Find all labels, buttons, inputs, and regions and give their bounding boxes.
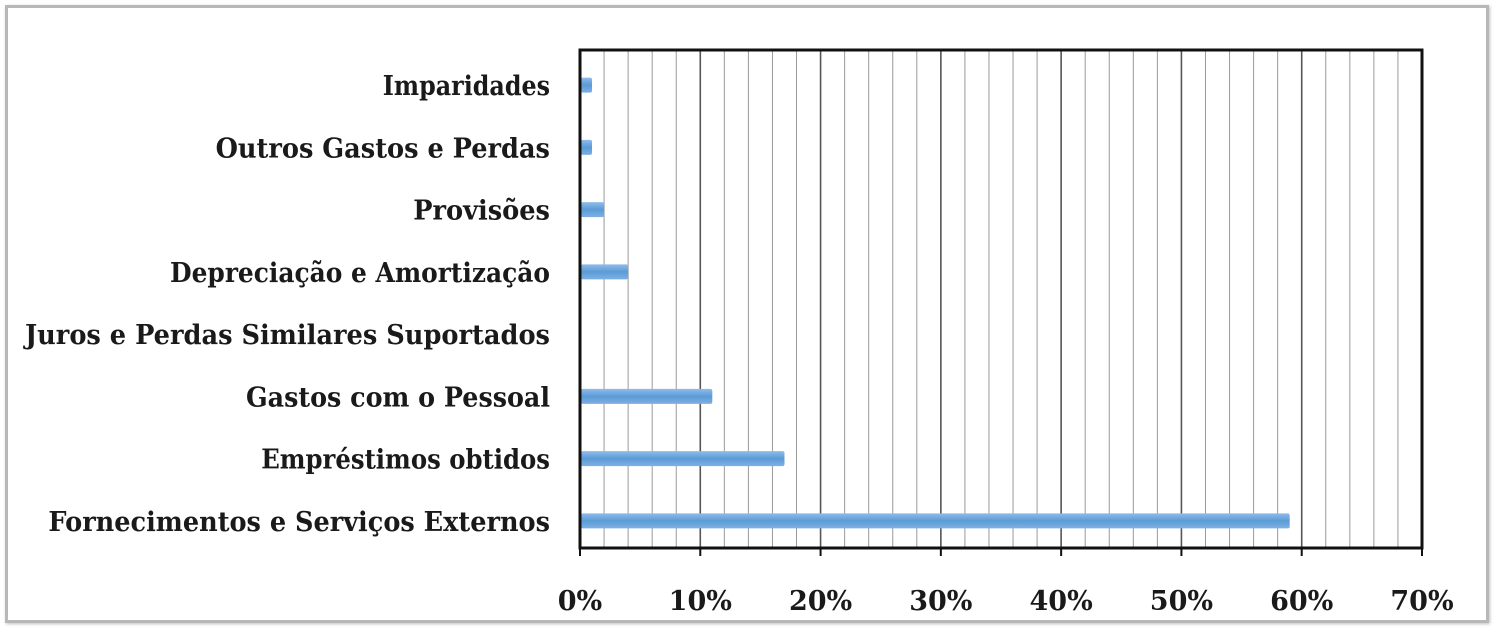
bar	[581, 202, 605, 218]
category-label: Provisões	[413, 196, 550, 227]
category-label: Imparidades	[383, 71, 550, 102]
bar	[581, 77, 593, 93]
x-tick-label: 0%	[558, 586, 602, 617]
grid-lines	[603, 50, 1399, 548]
x-tick-label: 50%	[1150, 586, 1213, 617]
x-tick-label: 70%	[1390, 586, 1453, 617]
x-tick-label: 40%	[1030, 586, 1093, 617]
category-label: Gastos com o Pessoal	[246, 382, 550, 413]
x-tick-labels: 0% 10% 20% 30% 40% 50% 60% 70%	[558, 548, 1454, 617]
bar	[581, 513, 1290, 529]
category-label: Empréstimos obtidos	[261, 445, 550, 476]
bars	[581, 77, 1290, 529]
bar	[581, 139, 593, 155]
bar	[581, 264, 629, 280]
x-tick-label: 60%	[1270, 586, 1333, 617]
category-labels: Imparidades Outros Gastos e Perdas Provisõ…	[23, 71, 550, 538]
category-label: Outros Gastos e Perdas	[216, 133, 550, 164]
x-tick-label: 30%	[909, 586, 972, 617]
category-label: Fornecimentos e Serviços Externos	[48, 507, 550, 538]
x-tick-label: 20%	[789, 586, 852, 617]
category-label: Depreciação e Amortização	[170, 258, 550, 289]
category-label: Juros e Perdas Similares Suportados	[23, 320, 550, 351]
x-tick-label: 10%	[669, 586, 732, 617]
bar	[581, 451, 785, 467]
plot-area	[578, 48, 1424, 550]
bar	[581, 388, 713, 404]
